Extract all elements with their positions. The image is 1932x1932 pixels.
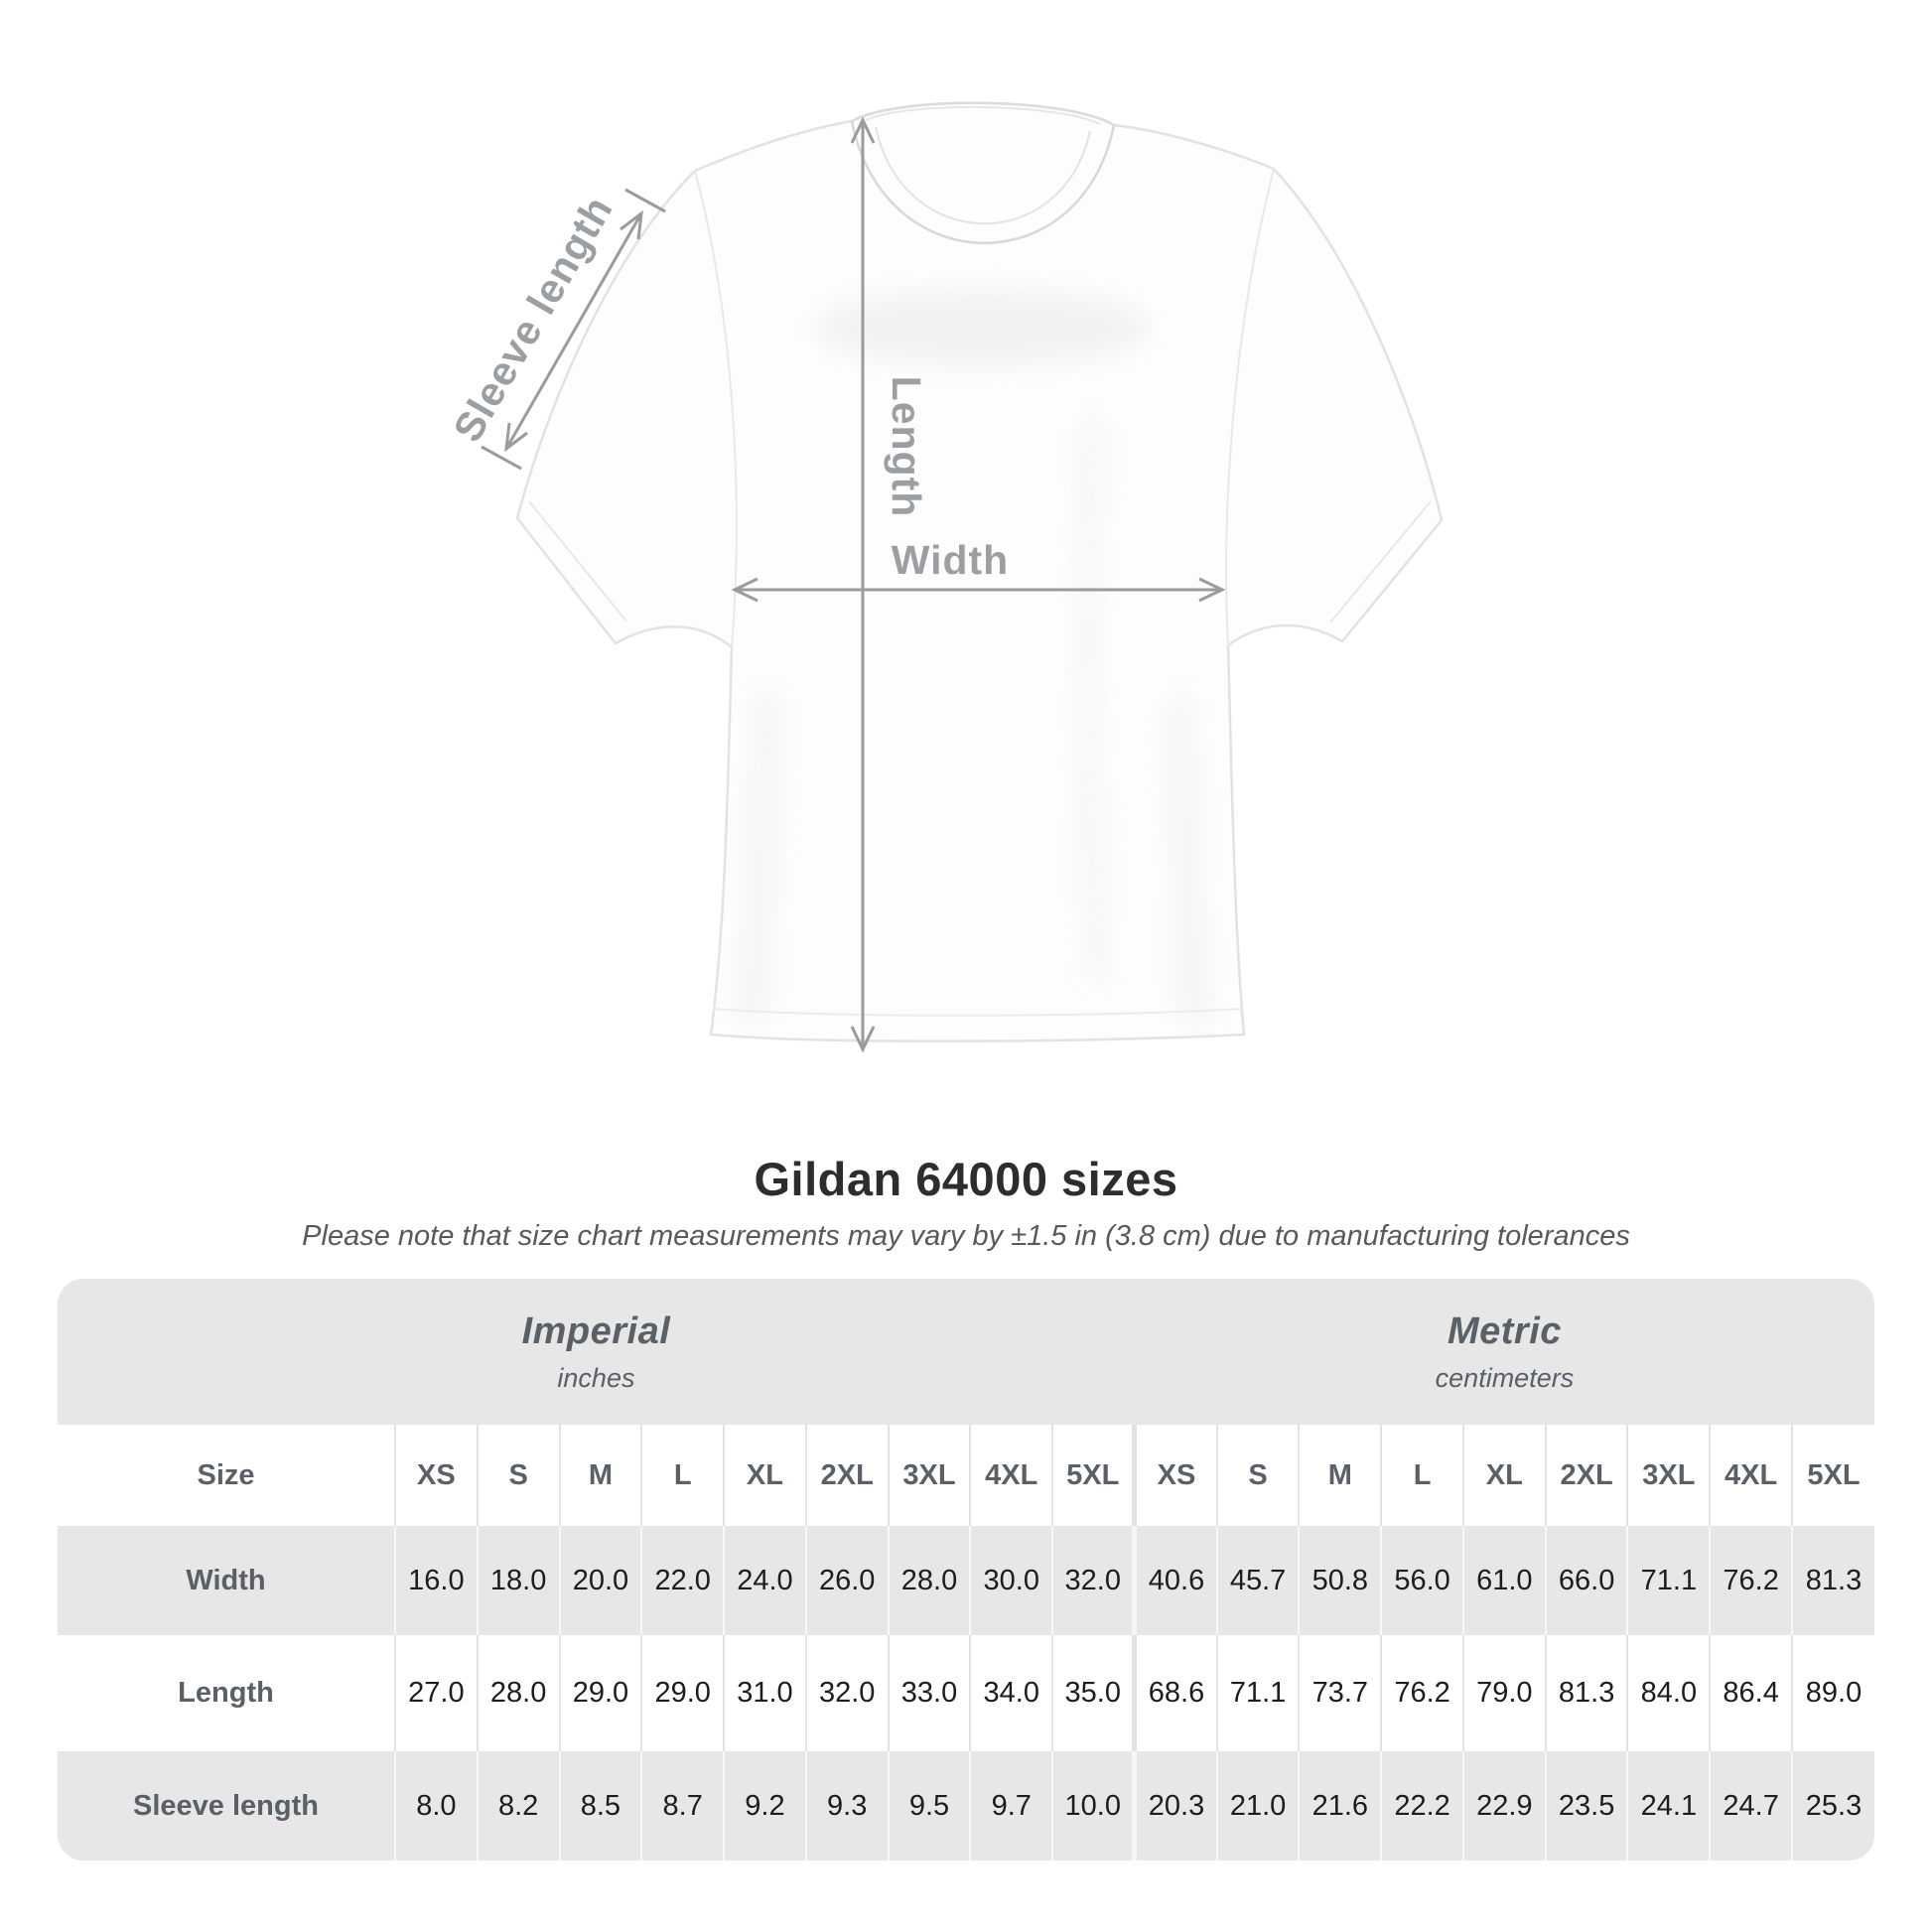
unit-group-row: Imperial inches Metric centimeters	[58, 1279, 1874, 1425]
size-header-imperial-4xl: 4XL	[969, 1425, 1053, 1526]
size-header-metric-3xl: 3XL	[1626, 1425, 1711, 1526]
width-label: Width	[892, 537, 1009, 583]
size-header-metric-5xl: 5XL	[1791, 1425, 1874, 1526]
width-metric-3xl: 71.1	[1626, 1526, 1711, 1635]
metric-group-unit: centimeters	[1435, 1362, 1575, 1393]
size-header-imperial-2xl: 2XL	[804, 1425, 889, 1526]
size-header-imperial-xl: XL	[723, 1425, 806, 1526]
table-row-sleeve-length: Sleeve length 8.0 8.2 8.5 8.7 9.2 9.3 9.…	[58, 1751, 1874, 1861]
table-row-width: Width 16.0 18.0 20.0 22.0 24.0 26.0 28.0…	[58, 1526, 1874, 1635]
width-imperial-l: 22.0	[640, 1526, 725, 1635]
width-metric-xs: 40.6	[1132, 1526, 1217, 1635]
metric-group-header: Metric centimeters	[1135, 1279, 1874, 1425]
width-imperial-xs: 16.0	[394, 1526, 478, 1635]
width-imperial-xl: 24.0	[723, 1526, 806, 1635]
metric-group-label: Metric	[1447, 1310, 1562, 1352]
size-header-imperial-s: S	[476, 1425, 560, 1526]
width-arrow	[731, 577, 1226, 603]
sleeve-metric-3xl: 24.1	[1626, 1751, 1711, 1861]
page-title: Gildan 64000 sizes	[754, 1153, 1178, 1205]
sleeve-imperial-2xl: 9.3	[804, 1751, 889, 1861]
tshirt-diagram-svg: Sleeve length Length Width	[445, 101, 1444, 1053]
sleeve-imperial-xs: 8.0	[394, 1751, 478, 1861]
sleeve-imperial-4xl: 9.7	[969, 1751, 1053, 1861]
table-row-length: Length 27.0 28.0 29.0 29.0 31.0 32.0 33.…	[58, 1635, 1874, 1751]
length-imperial-xs: 27.0	[394, 1635, 478, 1751]
width-metric-s: 45.7	[1215, 1526, 1300, 1635]
size-table-card: Imperial inches Metric centimeters Size …	[58, 1279, 1874, 1861]
sleeve-length-arrow	[481, 188, 666, 471]
sleeve-imperial-s: 8.2	[476, 1751, 560, 1861]
length-metric-4xl: 86.4	[1709, 1635, 1793, 1751]
row-label-width: Width	[186, 1564, 266, 1596]
size-header-metric-xs: XS	[1132, 1425, 1217, 1526]
width-metric-2xl: 66.0	[1544, 1526, 1628, 1635]
width-imperial-2xl: 26.0	[804, 1526, 889, 1635]
length-imperial-l: 29.0	[640, 1635, 725, 1751]
size-header-imperial-3xl: 3XL	[887, 1425, 971, 1526]
sleeve-imperial-5xl: 10.0	[1051, 1751, 1135, 1861]
length-metric-2xl: 81.3	[1544, 1635, 1628, 1751]
length-imperial-m: 29.0	[558, 1635, 642, 1751]
row-label-sleeve-length: Sleeve length	[133, 1789, 319, 1822]
size-table: Imperial inches Metric centimeters Size …	[58, 1279, 1874, 1861]
length-imperial-2xl: 32.0	[804, 1635, 889, 1751]
sleeve-metric-xs: 20.3	[1132, 1751, 1217, 1861]
width-metric-5xl: 81.3	[1791, 1526, 1874, 1635]
length-metric-s: 71.1	[1215, 1635, 1300, 1751]
length-imperial-s: 28.0	[476, 1635, 560, 1751]
width-imperial-4xl: 30.0	[969, 1526, 1053, 1635]
size-header-imperial-l: L	[640, 1425, 725, 1526]
width-metric-xl: 61.0	[1461, 1526, 1546, 1635]
imperial-group-header: Imperial inches	[58, 1279, 1135, 1425]
length-metric-xs: 68.6	[1132, 1635, 1217, 1751]
size-header-metric-xl: XL	[1461, 1425, 1546, 1526]
width-metric-4xl: 76.2	[1709, 1526, 1793, 1635]
length-label: Length	[884, 376, 929, 518]
size-header-imperial-xs: XS	[394, 1425, 478, 1526]
length-arrow	[850, 116, 876, 1053]
length-metric-xl: 79.0	[1461, 1635, 1546, 1751]
width-metric-l: 56.0	[1380, 1526, 1463, 1635]
sleeve-imperial-xl: 9.2	[723, 1751, 806, 1861]
width-imperial-3xl: 28.0	[887, 1526, 971, 1635]
sleeve-metric-l: 22.2	[1380, 1751, 1463, 1861]
length-metric-l: 76.2	[1380, 1635, 1463, 1751]
length-imperial-3xl: 33.0	[887, 1635, 971, 1751]
size-header-metric-m: M	[1298, 1425, 1382, 1526]
size-header-imperial-5xl: 5XL	[1051, 1425, 1135, 1526]
sleeve-metric-2xl: 23.5	[1544, 1751, 1628, 1861]
length-imperial-xl: 31.0	[723, 1635, 806, 1751]
sleeve-metric-m: 21.6	[1298, 1751, 1382, 1861]
size-header-row: Size XS S M L XL 2XL 3XL 4XL 5XL XS S M …	[58, 1425, 1874, 1526]
width-metric-m: 50.8	[1298, 1526, 1382, 1635]
sleeve-imperial-3xl: 9.5	[887, 1751, 971, 1861]
length-metric-5xl: 89.0	[1791, 1635, 1874, 1751]
size-header-metric-s: S	[1215, 1425, 1300, 1526]
tshirt-image	[515, 101, 1444, 1043]
size-header-metric-2xl: 2XL	[1544, 1425, 1628, 1526]
sleeve-imperial-m: 8.5	[558, 1751, 642, 1861]
width-imperial-s: 18.0	[476, 1526, 560, 1635]
length-imperial-4xl: 34.0	[969, 1635, 1053, 1751]
tolerance-note: Please note that size chart measurements…	[302, 1220, 1630, 1252]
row-label-length: Length	[178, 1677, 274, 1709]
length-imperial-5xl: 35.0	[1051, 1635, 1135, 1751]
size-header-metric-4xl: 4XL	[1709, 1425, 1793, 1526]
tshirt-diagram: Sleeve length Length Width	[445, 101, 1444, 1053]
sleeve-metric-s: 21.0	[1215, 1751, 1300, 1861]
sleeve-metric-5xl: 25.3	[1791, 1751, 1874, 1861]
size-col-header: Size	[197, 1458, 255, 1491]
imperial-group-unit: inches	[557, 1362, 635, 1393]
sleeve-metric-xl: 22.9	[1461, 1751, 1546, 1861]
size-header-metric-l: L	[1380, 1425, 1463, 1526]
imperial-group-label: Imperial	[521, 1310, 671, 1352]
sleeve-imperial-l: 8.7	[640, 1751, 725, 1861]
length-metric-m: 73.7	[1298, 1635, 1382, 1751]
length-metric-3xl: 84.0	[1626, 1635, 1711, 1751]
width-imperial-5xl: 32.0	[1051, 1526, 1135, 1635]
size-header-imperial-m: M	[558, 1425, 642, 1526]
width-imperial-m: 20.0	[558, 1526, 642, 1635]
sleeve-metric-4xl: 24.7	[1709, 1751, 1793, 1861]
